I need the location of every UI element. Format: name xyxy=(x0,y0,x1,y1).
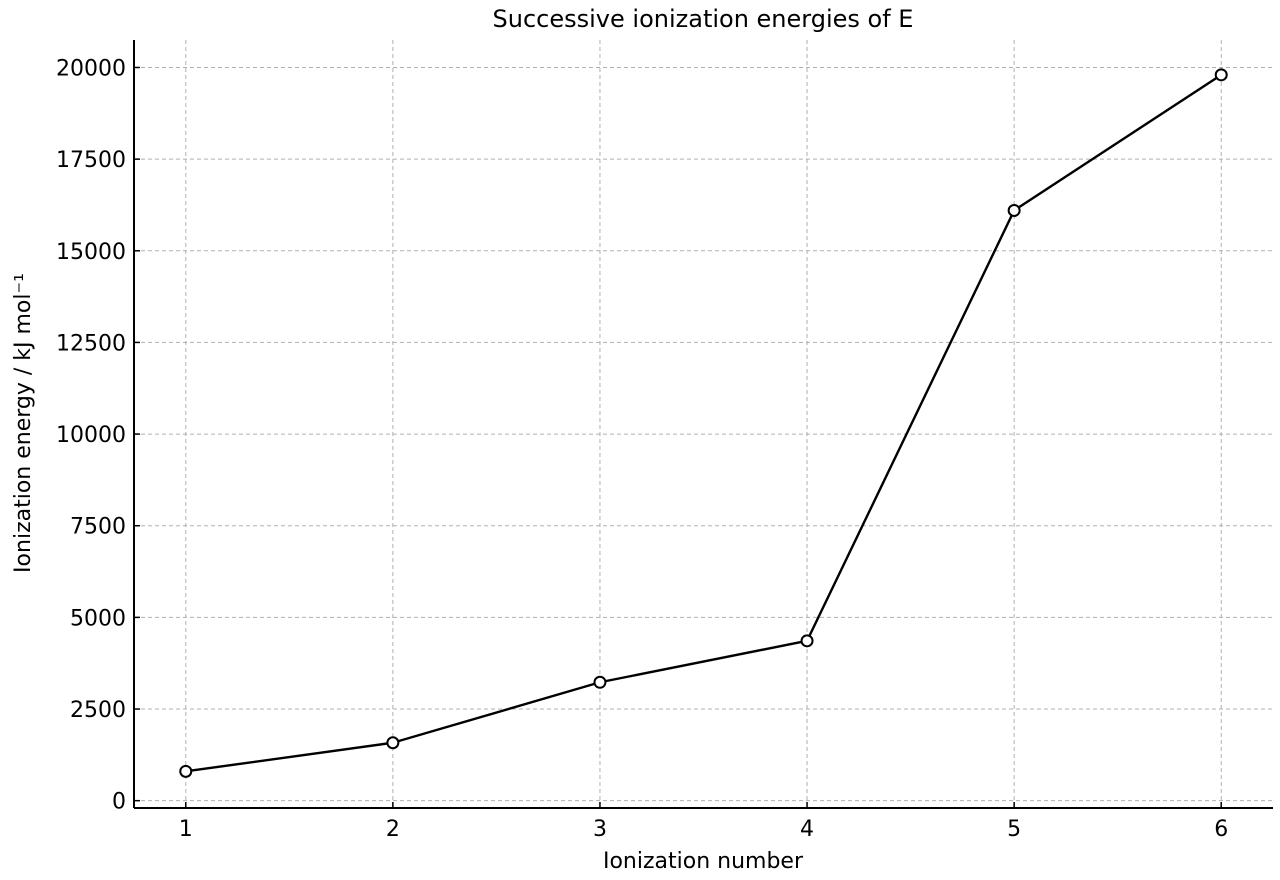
data-point xyxy=(1007,203,1021,217)
x-tick-label: 6 xyxy=(1214,817,1228,842)
x-tick-label: 4 xyxy=(800,817,814,842)
y-tick-label: 12500 xyxy=(56,331,126,356)
x-axis-ticks: 1 2 3 4 5 6 xyxy=(179,802,1228,842)
y-tick-label: 17500 xyxy=(56,148,126,173)
y-tick-label: 2500 xyxy=(70,698,126,723)
y-tick-label: 7500 xyxy=(70,515,126,540)
x-tick-label: 1 xyxy=(179,817,193,842)
y-tick-label: 20000 xyxy=(56,56,126,81)
y-axis-label: Ionization energy / kJ mol⁻¹ xyxy=(11,273,36,573)
series-line xyxy=(185,73,1222,773)
data-point xyxy=(800,634,814,648)
data-point xyxy=(1214,68,1228,82)
y-axis-ticks: 0 2500 5000 7500 10000 12500 15000 17500 20000 xyxy=(56,56,140,815)
axes xyxy=(133,40,1273,809)
data-point xyxy=(386,736,400,750)
data-point xyxy=(179,764,193,778)
y-tick-label: 5000 xyxy=(70,606,126,631)
y-tick-label: 0 xyxy=(112,790,126,815)
series-group xyxy=(179,68,1228,778)
y-tick-label: 15000 xyxy=(56,240,126,265)
y-tick-label: 10000 xyxy=(56,423,126,448)
x-tick-label: 2 xyxy=(386,817,400,842)
x-tick-label: 5 xyxy=(1007,817,1021,842)
x-axis-label: Ionization number xyxy=(603,849,804,874)
chart-title: Successive ionization energies of E xyxy=(493,5,914,33)
x-tick-label: 3 xyxy=(593,817,607,842)
data-point xyxy=(593,675,607,689)
grid xyxy=(134,40,1273,808)
